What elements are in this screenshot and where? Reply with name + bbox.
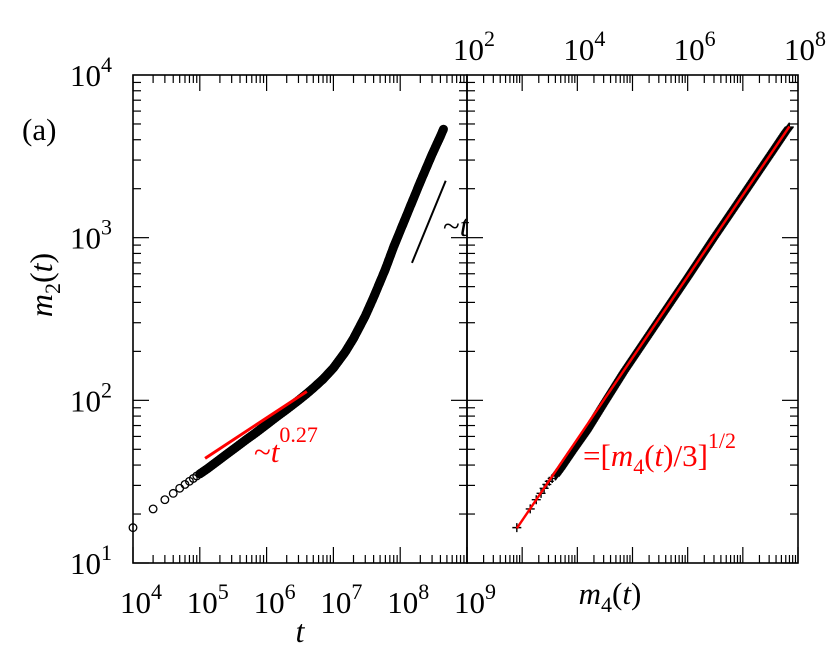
- x-tick-label-bottom: 106: [254, 579, 296, 620]
- x-tick-label-bottom-base: 10: [454, 585, 485, 620]
- fit-line-sqrt: [515, 125, 791, 530]
- x-tick-label-bottom-base: 10: [120, 585, 151, 620]
- annotation-sqrt-open: =[: [583, 438, 611, 473]
- annotation-t-linear: ~t: [443, 208, 470, 243]
- x-tick-label-bottom-exp: 8: [418, 579, 429, 604]
- y-tick-label-base: 10: [70, 58, 101, 93]
- y-axis-label-m: m: [23, 294, 59, 317]
- x-tick-label-top: 106: [674, 26, 716, 67]
- y-tick-label-base: 10: [70, 383, 101, 418]
- x-tick-label-bottom: 104: [120, 579, 162, 620]
- annotation-sqrt-m: m: [611, 438, 633, 473]
- right-panel: [466, 74, 799, 564]
- y-axis-label: m2(t): [23, 253, 65, 317]
- y-tick-label-base: 10: [70, 221, 101, 256]
- x-tick-label-top: 102: [453, 26, 495, 67]
- x-axis-label-right-paren-close: ): [631, 576, 641, 611]
- x-axis-label-right-t: t: [622, 576, 632, 611]
- x-tick-label-top: 104: [563, 26, 605, 67]
- y-tick-label: 102: [70, 377, 112, 418]
- x-tick-label-bottom-base: 10: [187, 585, 218, 620]
- x-tick-label-bottom: 107: [320, 579, 362, 620]
- x-tick-label-top: 108: [784, 26, 826, 67]
- y-tick-label-exp: 4: [101, 52, 112, 77]
- x-tick-label-bottom: 109: [454, 579, 496, 620]
- y-tick-label: 101: [70, 540, 112, 581]
- right-plot-frame: [466, 74, 799, 564]
- annotation-sqrt: =[m4(t)/3]1/2: [583, 428, 736, 479]
- x-tick-label-top-exp: 6: [705, 26, 716, 51]
- y-axis-label-paren-close: ): [23, 253, 59, 264]
- x-tick-label-bottom-exp: 4: [151, 579, 162, 604]
- x-axis-label-right-sub: 4: [601, 592, 612, 617]
- y-axis-label-t: t: [23, 262, 59, 272]
- annotation-t-0.27-tilde: ~: [254, 434, 271, 469]
- annotation-t-linear-tilde: ~: [443, 208, 460, 243]
- annotation-t-linear-t: t: [460, 208, 470, 243]
- panel-label: (a): [22, 112, 56, 147]
- annotation-sqrt-exp: 1/2: [708, 428, 736, 453]
- y-tick-label-exp: 3: [101, 215, 112, 240]
- data-point-circle: [160, 495, 170, 505]
- x-axis-label-right-m: m: [579, 576, 601, 611]
- data-point-circle: [168, 488, 178, 498]
- fit-line-t-linear: [411, 180, 447, 264]
- x-tick-label-top-base: 10: [563, 32, 594, 67]
- annotation-sqrt-paren: (: [644, 438, 654, 473]
- x-tick-label-bottom-exp: 9: [485, 579, 496, 604]
- x-tick-label-bottom-exp: 5: [218, 579, 229, 604]
- annotation-sqrt-t: t: [655, 438, 665, 473]
- x-tick-label-top-exp: 2: [484, 26, 495, 51]
- x-axis-label-right: m4(t): [579, 576, 642, 617]
- y-tick-label-base: 10: [70, 546, 101, 581]
- x-tick-label-bottom-base: 10: [254, 585, 285, 620]
- annotation-t-0.27-t: t: [271, 434, 281, 469]
- x-tick-label-bottom-exp: 6: [285, 579, 296, 604]
- annotation-sqrt-close: )/3]: [663, 438, 708, 473]
- y-tick-label: 103: [70, 215, 112, 256]
- x-tick-label-top-base: 10: [453, 32, 484, 67]
- x-tick-label-top-exp: 4: [594, 26, 605, 51]
- x-tick-label-top-base: 10: [784, 32, 815, 67]
- x-tick-label-bottom-base: 10: [387, 585, 418, 620]
- fit-line-t-0.27: [204, 390, 308, 460]
- x-tick-label-bottom: 105: [187, 579, 229, 620]
- annotation-t-0.27-exp: 0.27: [279, 422, 318, 447]
- x-tick-label-bottom-exp: 7: [351, 579, 362, 604]
- data-point-circle: [128, 523, 138, 533]
- y-tick-label: 104: [70, 52, 112, 93]
- data-point-circle: [175, 483, 185, 493]
- left-panel: [128, 74, 468, 564]
- x-axis-label-right-paren-open: (: [612, 576, 622, 611]
- x-tick-label-top-base: 10: [674, 32, 705, 67]
- annotation-t-0.27: ~t0.27: [254, 422, 318, 469]
- data-point-circle: [439, 124, 448, 134]
- x-tick-label-bottom-base: 10: [320, 585, 351, 620]
- y-axis-label-sub: 2: [40, 283, 65, 294]
- annotation-sqrt-sub: 4: [633, 454, 644, 479]
- y-tick-label-exp: 1: [101, 540, 112, 565]
- data-point-circle: [148, 504, 158, 514]
- y-axis-label-paren-open: (: [23, 272, 59, 283]
- x-tick-label-top-exp: 8: [815, 26, 826, 51]
- y-tick-label-exp: 2: [101, 377, 112, 402]
- x-axis-label-left: t: [296, 613, 306, 649]
- x-tick-label-bottom: 108: [387, 579, 429, 620]
